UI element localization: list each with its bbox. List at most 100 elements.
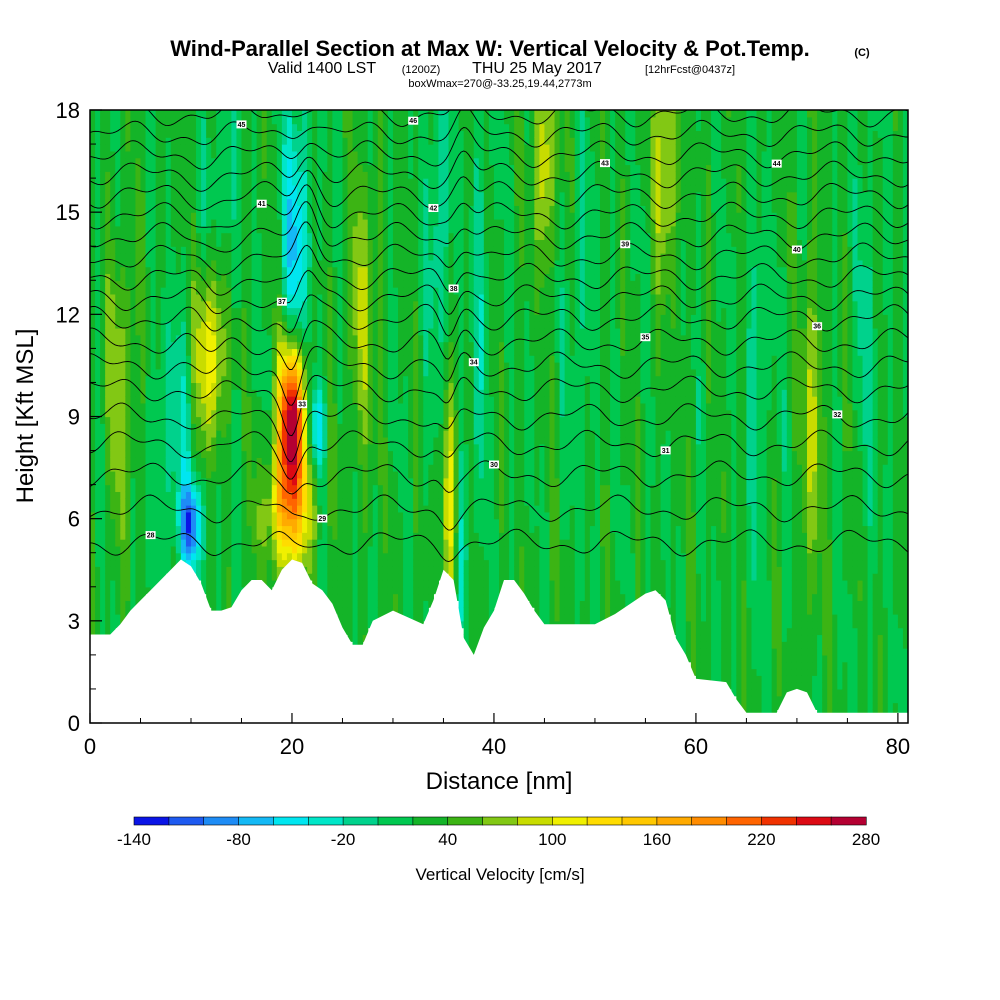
velocity-cell: [175, 246, 182, 254]
velocity-cell: [145, 178, 152, 186]
velocity-cell: [165, 362, 172, 370]
velocity-cell: [241, 573, 248, 581]
velocity-cell: [180, 171, 187, 179]
velocity-cell: [90, 218, 96, 227]
velocity-cell: [160, 409, 167, 418]
velocity-cell: [236, 423, 243, 431]
velocity-cell: [231, 191, 238, 200]
velocity-cell: [241, 470, 248, 479]
velocity-cell: [236, 396, 243, 404]
velocity-cell: [155, 123, 162, 132]
velocity-cell: [322, 382, 328, 390]
velocity-cell: [297, 362, 303, 370]
velocity-cell: [352, 396, 359, 404]
velocity-cell: [256, 362, 263, 370]
velocity-cell: [398, 552, 404, 561]
velocity-cell: [216, 246, 222, 254]
velocity-cell: [105, 552, 111, 561]
velocity-cell: [216, 505, 222, 513]
velocity-cell: [398, 341, 404, 349]
velocity-cell: [120, 566, 126, 574]
velocity-cell: [377, 450, 384, 458]
velocity-cell: [281, 239, 288, 247]
velocity-cell: [347, 484, 354, 493]
velocity-cell: [100, 259, 106, 268]
velocity-cell: [297, 341, 303, 349]
velocity-cell: [100, 205, 106, 213]
velocity-cell: [196, 402, 202, 411]
velocity-cell: [120, 273, 126, 281]
velocity-cell: [327, 184, 333, 193]
velocity-cell: [165, 307, 172, 315]
velocity-cell: [95, 334, 101, 343]
velocity-cell: [221, 253, 227, 261]
velocity-cell: [120, 607, 126, 615]
velocity-cell: [291, 491, 298, 499]
velocity-cell: [312, 144, 318, 152]
velocity-cell: [150, 171, 157, 179]
velocity-cell: [256, 123, 263, 132]
velocity-cell: [372, 157, 379, 166]
velocity-cell: [165, 450, 172, 458]
velocity-cell: [357, 593, 364, 601]
velocity-cell: [362, 144, 369, 152]
velocity-cell: [352, 484, 359, 493]
velocity-cell: [221, 450, 227, 458]
velocity-cell: [286, 300, 293, 309]
velocity-cell: [362, 327, 369, 336]
velocity-cell: [150, 300, 157, 309]
velocity-cell: [423, 327, 429, 336]
velocity-cell: [337, 198, 344, 206]
velocity-cell: [322, 579, 328, 588]
velocity-cell: [196, 314, 202, 322]
velocity-cell: [423, 511, 429, 520]
velocity-cell: [145, 443, 152, 452]
velocity-cell: [266, 116, 273, 125]
velocity-cell: [206, 355, 212, 363]
velocity-cell: [100, 423, 106, 431]
velocity-cell: [271, 511, 278, 520]
velocity-cell: [286, 532, 293, 540]
velocity-cell: [408, 137, 414, 145]
velocity-cell: [211, 266, 217, 275]
velocity-cell: [105, 389, 111, 397]
velocity-cell: [170, 334, 177, 343]
velocity-cell: [347, 246, 354, 254]
velocity-cell: [382, 300, 389, 309]
velocity-cell: [428, 525, 434, 533]
velocity-cell: [221, 566, 227, 574]
velocity-cell: [418, 593, 424, 601]
velocity-cell: [398, 389, 404, 397]
velocity-cell: [428, 334, 434, 343]
velocity-cell: [297, 382, 303, 390]
velocity-cell: [413, 123, 419, 132]
velocity-cell: [165, 348, 172, 356]
velocity-cell: [105, 110, 111, 118]
velocity-cell: [372, 539, 379, 547]
velocity-cell: [130, 375, 137, 384]
velocity-cell: [307, 205, 313, 213]
velocity-cell: [413, 368, 419, 377]
velocity-cell: [216, 362, 222, 370]
velocity-cell: [145, 144, 152, 152]
velocity-cell: [357, 436, 364, 445]
velocity-cell: [125, 314, 131, 322]
velocity-cell: [332, 164, 339, 172]
velocity-cell: [231, 225, 238, 234]
velocity-cell: [398, 355, 404, 363]
velocity-cell: [408, 477, 414, 486]
velocity-cell: [135, 246, 142, 254]
velocity-cell: [246, 150, 253, 159]
velocity-cell: [125, 259, 131, 268]
velocity-cell: [206, 239, 212, 247]
velocity-cell: [398, 273, 404, 281]
velocity-cell: [145, 423, 152, 431]
velocity-cell: [180, 355, 187, 363]
velocity-cell: [216, 539, 222, 547]
velocity-cell: [135, 457, 142, 465]
velocity-cell: [337, 321, 344, 329]
velocity-cell: [256, 280, 263, 288]
velocity-cell: [398, 327, 404, 336]
velocity-cell: [241, 246, 248, 254]
velocity-cell: [408, 464, 414, 472]
